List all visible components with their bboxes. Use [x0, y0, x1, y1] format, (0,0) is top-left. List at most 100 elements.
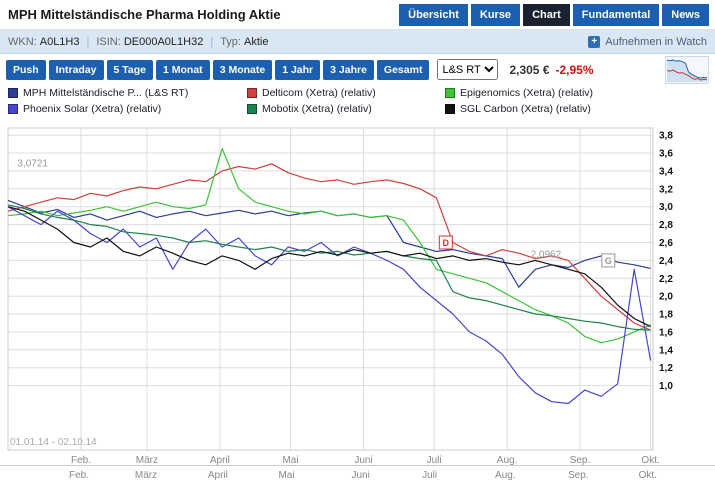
price-chart[interactable]: 1,0 1,2 1,4 1,6 1,8 2,0 2,2 2,4 2,6 2,8 3,0 3,2 3,4 3…	[0, 120, 715, 465]
y-axis-label: 1,2	[659, 363, 673, 374]
x-axis-label: Feb.	[71, 455, 91, 465]
watchlist-plus-icon: +	[588, 35, 601, 48]
y-axis-label: 1,6	[659, 327, 673, 338]
legend-item-sgl[interactable]: SGL Carbon (Xetra) (relativ)	[445, 103, 707, 115]
event-marker-label: D	[443, 238, 450, 248]
mini-chart-area	[667, 59, 707, 82]
legend-color-chip	[445, 104, 455, 114]
x-axis-label: Juli	[427, 455, 442, 465]
y-axis-label: 1,8	[659, 310, 673, 321]
event-marker-box-g[interactable]	[601, 253, 616, 268]
nav-tab-chart[interactable]: Chart	[523, 3, 570, 26]
period-button-1-jahr[interactable]: 1 Jahr	[275, 59, 321, 80]
chart-toolbar: Push Intraday 5 Tage 1 Monat 3 Monate 1 Jahr…	[0, 54, 715, 85]
navigator-month-label: Juli	[422, 470, 438, 481]
navigator-month-label: April	[207, 470, 228, 481]
isin-label: ISIN:	[96, 35, 121, 48]
nav-tab-fundamental[interactable]: Fundamental	[572, 3, 660, 26]
navigator-month-label: Feb.	[68, 470, 89, 481]
x-axis-label: März	[136, 455, 158, 465]
legend-label: Mobotix (Xetra) (relativ)	[262, 103, 372, 115]
y-axis-label: 3,8	[659, 131, 673, 142]
legend-color-chip	[8, 88, 18, 98]
legend-item-mobotix[interactable]: Mobotix (Xetra) (relativ)	[247, 103, 445, 115]
y-axis-label: 3,4	[659, 166, 673, 177]
chart-legend: MPH Mittelständische P... (L&S RT) Deltic…	[0, 85, 715, 120]
y-axis-label: 2,2	[659, 274, 673, 285]
chart-annotation: 3,0721	[17, 159, 48, 170]
navigator-month-label: Juni	[351, 470, 370, 481]
y-axis-label: 2,8	[659, 220, 673, 231]
series-line-phoenix	[7, 206, 652, 405]
x-axis-label: Juni	[354, 455, 372, 465]
instrument-info: WKN: A0L1H3 | ISIN: DE000A0L1H32 | Typ: …	[8, 36, 268, 48]
x-axis-label: Okt.	[641, 455, 659, 465]
y-axis-label: 2,0	[659, 292, 673, 303]
exchange-select[interactable]: L&S RT	[437, 59, 499, 80]
plot-border	[7, 127, 654, 451]
price-change: -2,95%	[555, 62, 594, 77]
chart-panel: Push Intraday 5 Tage 1 Monat 3 Monate 1 Jahr…	[0, 54, 715, 488]
nav-tab-übersicht[interactable]: Übersicht	[399, 3, 468, 26]
period-button-gesamt[interactable]: Gesamt	[376, 59, 430, 80]
info-bar: WKN: A0L1H3 | ISIN: DE000A0L1H32 | Typ: …	[0, 30, 715, 54]
mini-chart[interactable]	[665, 55, 709, 84]
period-button-1-monat[interactable]: 1 Monat	[156, 59, 210, 80]
legend-color-chip	[445, 88, 455, 98]
mini-chart-line-blue	[666, 58, 708, 79]
series-line-mobotix	[7, 204, 651, 331]
y-axis-label: 2,4	[659, 256, 673, 267]
watchlist-label: Aufnehmen in Watch	[605, 35, 707, 48]
date-range-label: 01.01.14 - 02.10.14	[10, 437, 97, 448]
x-axis-label: Sep.	[570, 455, 591, 465]
legend-color-chip	[247, 88, 257, 98]
y-axis-label: 2,6	[659, 238, 673, 249]
navigator-month-label: Okt.	[638, 470, 657, 481]
legend-item-epigenomics[interactable]: Epigenomics (Xetra) (relativ)	[445, 87, 707, 99]
navigator-month-label: Mai	[278, 470, 295, 481]
mini-chart-line-red	[666, 69, 708, 81]
y-axis-label: 3,0	[659, 202, 673, 213]
price-value: 2,305 €	[509, 62, 550, 77]
legend-color-chip	[247, 104, 257, 114]
isin-value: DE000A0L1H32	[123, 35, 204, 48]
y-axis-label: 1,0	[659, 381, 673, 392]
separator: |	[86, 35, 90, 48]
separator: |	[210, 35, 214, 48]
x-axis-label: Aug.	[497, 455, 518, 465]
header: MPH Mittelständische Pharma Holding Akti…	[0, 0, 715, 30]
legend-label: MPH Mittelständische P... (L&S RT)	[23, 87, 189, 99]
period-button-5-tage[interactable]: 5 Tage	[106, 59, 154, 80]
event-marker-label: G	[605, 256, 612, 266]
chart-navigator-axis[interactable]: Feb. März April Mai Juni Juli Aug. Sep. Okt.	[0, 465, 715, 488]
legend-item-delticom[interactable]: Delticom (Xetra) (relativ)	[247, 87, 445, 99]
typ-value: Aktie	[243, 35, 269, 48]
page-title: MPH Mittelständische Pharma Holding Akti…	[8, 7, 281, 22]
typ-label: Typ:	[220, 35, 241, 48]
legend-label: Phoenix Solar (Xetra) (relativ)	[23, 103, 162, 115]
add-to-watchlist-button[interactable]: + Aufnehmen in Watch	[588, 35, 707, 48]
nav-tab-news[interactable]: News	[662, 3, 709, 26]
legend-label: Delticom (Xetra) (relativ)	[262, 87, 376, 99]
wkn-value: A0L1H3	[39, 35, 80, 48]
push-button[interactable]: Push	[6, 59, 46, 80]
navigator-month-label: März	[134, 470, 158, 481]
y-axis-label: 3,6	[659, 149, 673, 160]
nav-tab-kurse[interactable]: Kurse	[470, 3, 521, 26]
event-marker-box-d[interactable]	[438, 235, 453, 250]
period-button-3-jahre[interactable]: 3 Jahre	[323, 59, 374, 80]
series-line-delticom	[7, 163, 651, 331]
legend-label: SGL Carbon (Xetra) (relativ)	[460, 103, 591, 115]
y-axis-label: 3,2	[659, 184, 673, 195]
navigator-month-label: Aug.	[495, 470, 516, 481]
legend-item-phoenix[interactable]: Phoenix Solar (Xetra) (relativ)	[8, 103, 247, 115]
chart-annotation: 2,0962	[531, 250, 562, 261]
legend-item-mph[interactable]: MPH Mittelständische P... (L&S RT)	[8, 87, 247, 99]
wkn-label: WKN:	[8, 35, 37, 48]
series-line-sgl	[7, 206, 651, 328]
navigator-month-label: Sep.	[568, 470, 589, 481]
period-button-intraday[interactable]: Intraday	[48, 59, 104, 80]
x-axis-label: April	[210, 455, 230, 465]
period-button-3-monate[interactable]: 3 Monate	[212, 59, 273, 80]
